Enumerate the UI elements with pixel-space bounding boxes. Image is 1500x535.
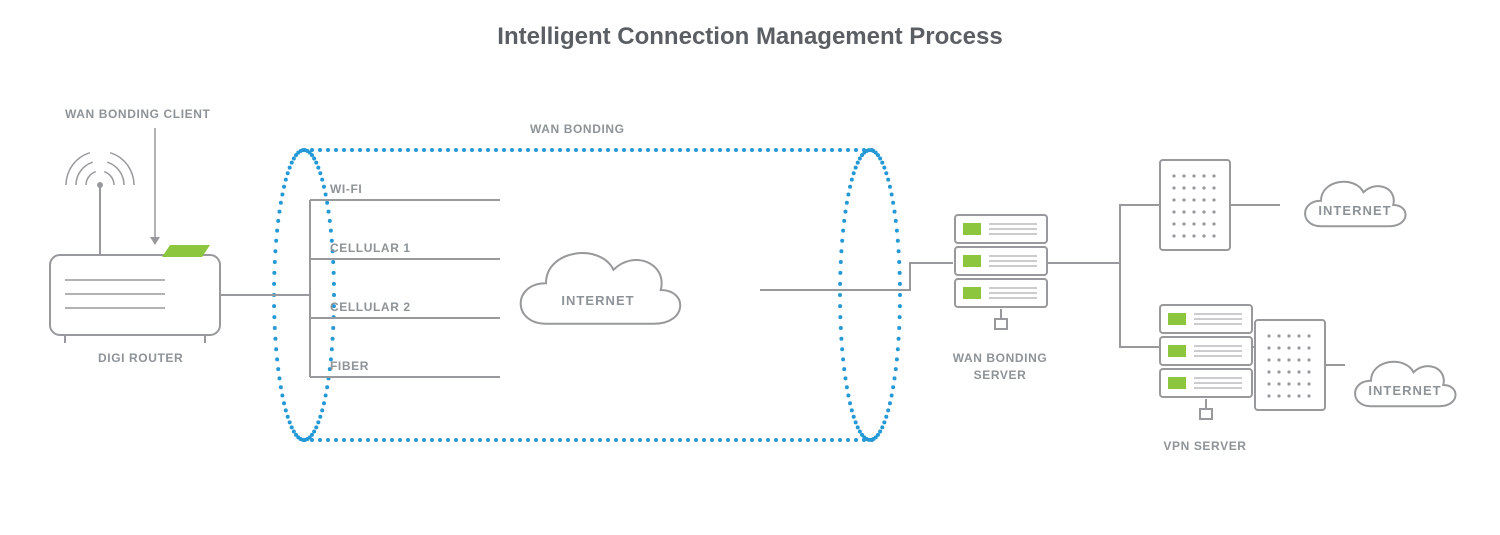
label-internet-main: INTERNET (561, 293, 634, 308)
label-internet-top: INTERNET (1318, 203, 1391, 218)
label-wan-bonding: WAN BONDING (530, 122, 625, 136)
tunnel-ring (838, 148, 902, 442)
wan-bonding-server-node (955, 215, 1047, 329)
label-vpn-server: VPN SERVER (1163, 439, 1246, 453)
digi-router-node (50, 153, 220, 343)
internet-cloud-main (521, 253, 681, 324)
label-wan-bonding-server-2: SERVER (974, 368, 1027, 382)
tunnel-line (302, 148, 874, 152)
label-fiber: FIBER (330, 359, 369, 373)
diagram-title: Intelligent Connection Management Proces… (497, 23, 1002, 50)
tunnel-line (302, 438, 874, 442)
router-top-accent (162, 245, 210, 257)
label-digi-router: DIGI ROUTER (98, 351, 183, 365)
diagram-canvas: Intelligent Connection Management Proces… (0, 0, 1500, 535)
label-cell2: CELLULAR 2 (330, 300, 411, 314)
label-wan-bonding-server-1: WAN BONDING (953, 351, 1048, 365)
label-internet-bottom: INTERNET (1368, 383, 1441, 398)
label-wan-bonding-client: WAN BONDING CLIENT (65, 107, 211, 121)
vpn-server-node (1160, 305, 1252, 419)
label-wifi: WI-FI (330, 182, 362, 196)
gateway-box-bottom (1255, 320, 1325, 410)
callout-arrow (150, 237, 160, 245)
edge-branch-top (1120, 205, 1160, 263)
gateway-box-top (1160, 160, 1230, 250)
label-cell1: CELLULAR 1 (330, 241, 411, 255)
edge-cloud-server (760, 263, 953, 290)
edge-branch-bottom (1120, 263, 1160, 347)
